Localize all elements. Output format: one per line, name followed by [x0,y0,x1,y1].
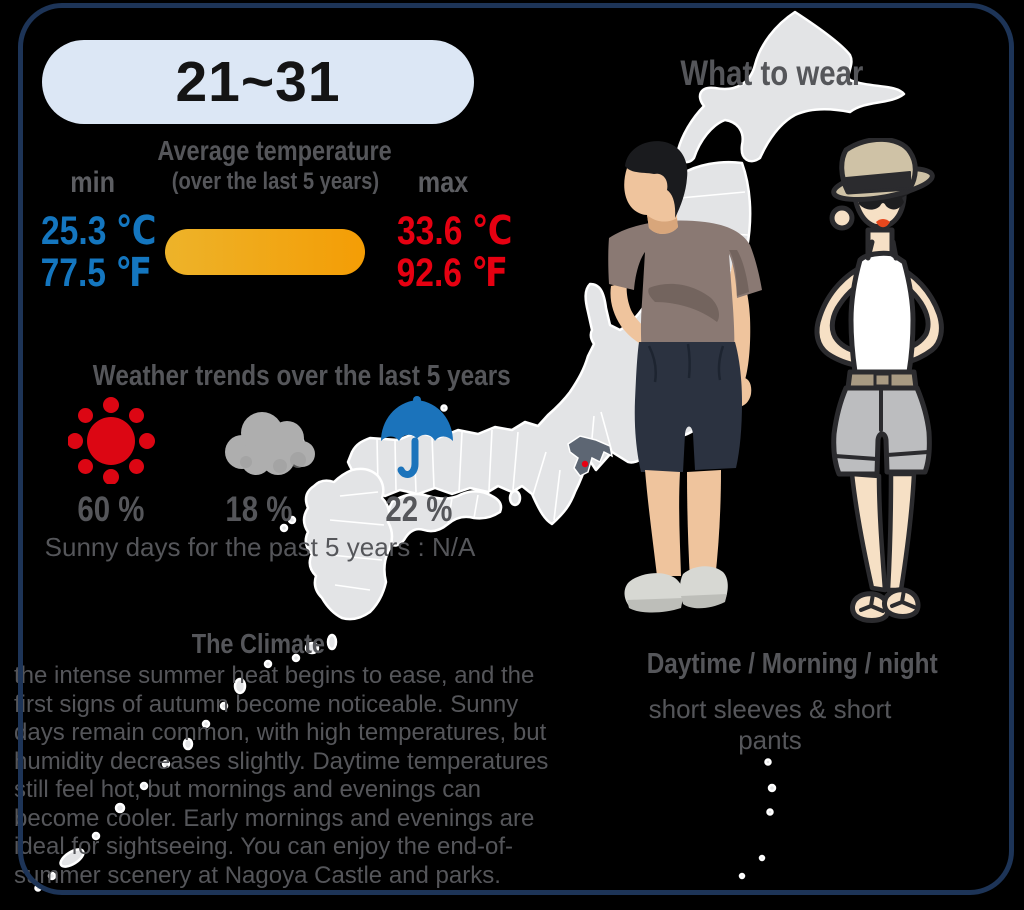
man-illustration [608,141,762,613]
max-fahrenheit: 92.6 ℉ [396,251,508,295]
max-celsius: 33.6 ℃ [396,209,513,253]
sunny-percentage: 60 % [77,490,145,529]
min-fahrenheit: 77.5 ℉ [40,251,152,295]
map-hokkaido [676,10,906,164]
sunny-days-footnote: Sunny days for the past 5 years : N/A [44,532,476,562]
average-temperature-subheading: (over the last 5 years) [171,168,379,195]
climate-heading: The Climate [191,628,325,659]
umbrella-icon [381,396,453,478]
temperature-range-badge: 21~31 [42,40,474,124]
min-temperature-values: 25.3 ℃ 77.5 ℉ [30,210,160,294]
weather-trends-heading: Weather trends over the last 5 years [92,360,511,392]
cloudy-percentage: 18 % [225,490,293,529]
rainy-percentage: 22 % [385,490,453,529]
temperature-range-value: 21~31 [175,50,341,114]
sun-icon [68,397,155,484]
max-temperature-values: 33.6 ℃ 92.6 ℉ [386,210,513,295]
woman-illustration [814,138,944,623]
average-temperature-heading: Average temperature [157,135,393,166]
time-of-day-label: Daytime / Morning / night [646,648,938,680]
cloud-icon [225,412,315,475]
outfit-label: short sleeves & short pants [648,694,892,755]
max-label: max [417,166,469,199]
what-to-wear-heading: What to wear [680,54,864,93]
min-celsius: 25.3 ℃ [40,209,157,253]
map-highlight-aichi [567,435,614,477]
map-kyushu [302,467,394,621]
temperature-gradient-bar [165,229,365,275]
city-marker-dot [581,460,589,468]
min-label: min [70,166,116,199]
climate-description: the intense summer heat begins to ease, … [14,662,549,889]
